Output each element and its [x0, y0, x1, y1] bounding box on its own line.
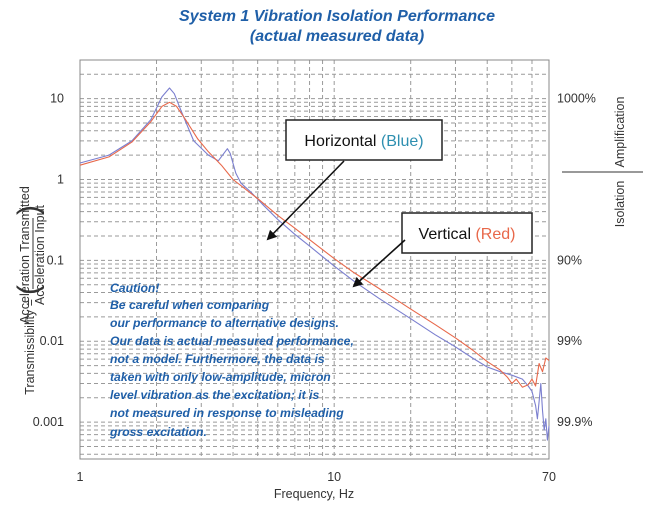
series-line-horizontal — [79, 87, 550, 441]
caution-line: taken with only low-amplitude, micron — [110, 370, 331, 384]
callout-vertical-color: (Red) — [475, 226, 515, 243]
callout-vertical-name: Vertical — [419, 226, 471, 243]
caution-line: not measured in response to misleading — [110, 406, 344, 420]
caution-line: Caution! — [110, 281, 159, 295]
chart-title: System 1 Vibration Isolation Performance — [179, 8, 495, 25]
x-tick-label: 10 — [327, 470, 341, 484]
x-tick-label: 1 — [77, 470, 84, 484]
right-axis-label-amplification: Amplification — [613, 97, 627, 168]
series-layer — [79, 87, 550, 441]
right-tick-label: 1000% — [557, 92, 596, 106]
x-ticks: 1 10 70 — [77, 470, 556, 484]
callout-horizontal-box — [285, 119, 443, 161]
y-axis-label-numerator: Acceleration Transmitted — [18, 186, 32, 324]
y-tick-label: 0.001 — [33, 415, 64, 429]
right-ticks: 1000% 90% 99% 99.9% — [557, 92, 596, 430]
y-axis-label-paren-open: ( — [12, 285, 45, 295]
callout-vertical-label: Vertical (Red) — [419, 226, 516, 243]
y-tick-label: 1 — [57, 172, 64, 186]
callout-horizontal-label: Horizontal (Blue) — [304, 133, 423, 150]
y-tick-label: 10 — [50, 92, 64, 106]
right-tick-label: 90% — [557, 253, 582, 267]
y-tick-label: 0.1 — [47, 253, 64, 267]
right-axis-label-isolation: Isolation — [613, 181, 627, 228]
series-line-vertical — [79, 101, 550, 388]
caution-line: gross excitation. — [109, 425, 207, 439]
y-axis-label: Transmissibility = ( Acceleration Transm… — [12, 186, 47, 395]
callout-vertical: Vertical (Red) — [352, 212, 533, 288]
caution-note: Caution! Be careful when comparing our p… — [109, 281, 354, 439]
caution-line: Our data is actual measured performance, — [110, 334, 354, 348]
right-tick-label: 99% — [557, 334, 582, 348]
chart-subtitle: (actual measured data) — [250, 28, 424, 45]
right-tick-label: 99.9% — [557, 415, 592, 429]
callout-horizontal-arrow — [266, 160, 345, 241]
y-axis-label-prefix: Transmissibility = — [23, 299, 37, 395]
y-ticks: 10 1 0.1 0.01 0.001 — [33, 92, 64, 430]
caution-line: level vibration as the excitation; it is — [110, 388, 320, 402]
caution-line: Be careful when comparing — [110, 298, 270, 312]
y-axis-label-denominator: Acceleration Input — [33, 204, 47, 305]
x-axis-label: Frequency, Hz — [274, 487, 354, 501]
callout-horizontal: Horizontal (Blue) — [266, 119, 443, 241]
x-tick-label: 70 — [542, 470, 556, 484]
callout-vertical-box — [401, 212, 533, 254]
y-tick-label: 0.01 — [40, 334, 64, 348]
caution-line: not a model. Furthermore, the data is — [110, 352, 325, 366]
callout-horizontal-name: Horizontal — [304, 133, 376, 150]
plot-frame — [79, 59, 550, 460]
y-axis-label-paren-close: ) — [12, 205, 45, 215]
caution-line: our performance to alternative designs. — [110, 316, 339, 330]
callout-horizontal-color: (Blue) — [381, 133, 424, 150]
callout-vertical-arrow — [352, 239, 406, 288]
